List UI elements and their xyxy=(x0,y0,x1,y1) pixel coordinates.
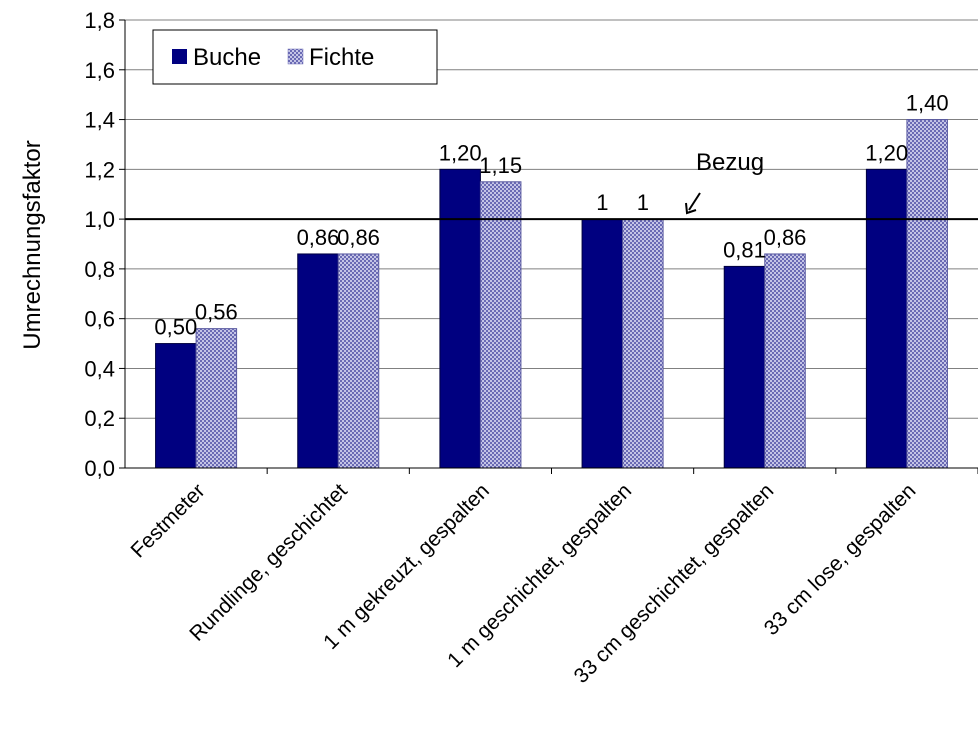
bar-fichte xyxy=(479,181,522,469)
reference-arrow xyxy=(685,192,701,215)
bars xyxy=(155,119,948,469)
bar-fichte xyxy=(622,218,664,469)
legend-label-fichte: Fichte xyxy=(309,44,374,71)
bar-fichte xyxy=(906,119,948,469)
legend-swatch-fichte xyxy=(287,48,304,65)
y-tick-label: 1,8 xyxy=(84,8,115,33)
legend-swatch-buche xyxy=(172,49,187,64)
reference-line-label: Bezug xyxy=(696,149,764,176)
bar-buche xyxy=(297,253,339,469)
bar-buche xyxy=(581,218,624,469)
y-tick-label: 0,4 xyxy=(84,356,115,381)
category-label: Festmeter xyxy=(127,479,210,562)
data-label-fichte: 1 xyxy=(637,190,649,215)
data-label-buche: 0,81 xyxy=(723,237,766,262)
bar-buche xyxy=(723,265,766,469)
bar-fichte xyxy=(195,328,238,469)
axes xyxy=(119,19,978,474)
data-label-fichte: 0,86 xyxy=(764,225,807,250)
data-label-fichte: 0,86 xyxy=(337,225,380,250)
y-tick-label: 0,2 xyxy=(84,406,115,431)
data-label-buche: 1,20 xyxy=(865,140,908,165)
data-label-fichte: 1,40 xyxy=(906,91,949,116)
y-tick-label: 0,6 xyxy=(84,307,115,332)
y-tick-label: 1,2 xyxy=(84,157,115,182)
legend: Buche Fichte xyxy=(152,29,438,85)
bar-fichte xyxy=(764,253,806,469)
bar-fichte xyxy=(337,253,380,469)
data-label-fichte: 0,56 xyxy=(195,300,238,325)
y-tick-label: 1,4 xyxy=(84,108,115,133)
data-label-fichte: 1,15 xyxy=(479,153,522,178)
category-label: Rundlinge, geschichtet xyxy=(185,479,352,646)
bar-buche xyxy=(155,343,197,469)
data-label-buche: 0,50 xyxy=(154,315,197,340)
data-label-buche: 0,86 xyxy=(297,225,340,250)
legend-label-buche: Buche xyxy=(193,44,261,71)
y-tick-label: 0,0 xyxy=(84,456,115,481)
category-label: 33 cm lose, gespalten xyxy=(760,479,921,640)
y-tick-label: 0,8 xyxy=(84,257,115,282)
data-label-buche: 1,20 xyxy=(439,140,482,165)
category-label: 1 m gekreuzt, gespalten xyxy=(319,479,494,654)
y-tick-label: 1,6 xyxy=(84,58,115,83)
bar-buche xyxy=(865,168,908,469)
bar-buche xyxy=(439,168,481,469)
y-axis-title: Umrechnungsfaktor xyxy=(19,140,46,349)
y-tick-label: 1,0 xyxy=(84,207,115,232)
data-label-buche: 1 xyxy=(596,190,608,215)
